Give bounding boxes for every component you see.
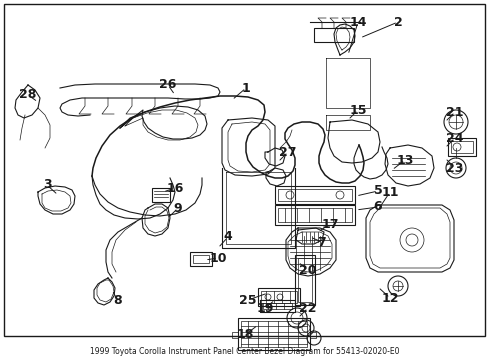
Text: 18: 18 [236, 328, 253, 342]
Text: 28: 28 [19, 89, 37, 102]
Bar [238, 318, 309, 350]
Text: 11: 11 [381, 185, 398, 198]
Bar [278, 208, 351, 222]
Text: 27: 27 [279, 145, 296, 158]
Bar [447, 138, 475, 156]
Text: 4: 4 [223, 230, 232, 243]
Text: 26: 26 [159, 78, 176, 91]
Text: 5: 5 [373, 184, 382, 198]
Bar [297, 258, 311, 302]
Text: 13: 13 [395, 153, 413, 166]
Bar [294, 255, 314, 305]
Text: 12: 12 [381, 292, 398, 305]
Text: 8: 8 [113, 294, 122, 307]
Bar [450, 141, 472, 153]
Text: 21: 21 [446, 105, 463, 118]
Bar [190, 252, 212, 266]
Text: 6: 6 [373, 201, 382, 213]
Bar [258, 288, 299, 306]
Bar [261, 291, 296, 303]
Text: 3: 3 [42, 179, 51, 192]
Text: 23: 23 [446, 162, 463, 175]
Bar [241, 321, 306, 347]
Text: 1999 Toyota Corolla Instrument Panel Center Bezel Diagram for 55413-02020-E0: 1999 Toyota Corolla Instrument Panel Cen… [90, 347, 398, 356]
Text: 25: 25 [239, 293, 256, 306]
Text: 10: 10 [209, 252, 226, 265]
Text: 22: 22 [299, 302, 316, 315]
Text: 1: 1 [241, 81, 250, 94]
Text: 9: 9 [173, 202, 182, 215]
Bar [274, 205, 354, 225]
Bar [278, 189, 351, 201]
Bar [274, 186, 354, 204]
Bar [313, 28, 353, 42]
Bar [193, 255, 208, 263]
Text: 7: 7 [317, 235, 325, 248]
Text: 17: 17 [321, 217, 338, 230]
Text: 14: 14 [348, 15, 366, 28]
Text: 15: 15 [348, 104, 366, 117]
Text: 20: 20 [299, 264, 316, 276]
Text: 24: 24 [446, 131, 463, 144]
Text: 2: 2 [393, 15, 402, 28]
Bar [152, 188, 170, 202]
Text: 16: 16 [166, 181, 183, 194]
Text: 19: 19 [256, 302, 273, 315]
